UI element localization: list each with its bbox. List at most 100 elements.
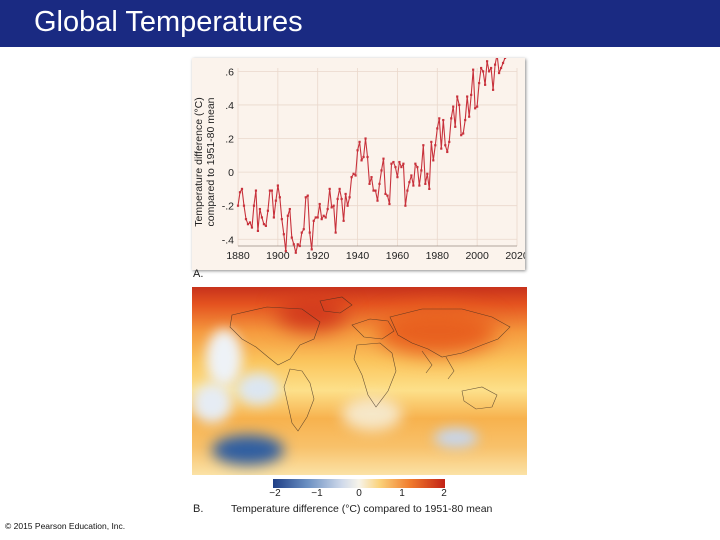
- data-point: [300, 231, 303, 234]
- data-point: [248, 221, 252, 224]
- data-point: [497, 71, 501, 75]
- continent-outlines: [229, 296, 511, 432]
- data-point: [466, 95, 469, 98]
- x-tick-label: 1920: [306, 250, 330, 262]
- data-point: [360, 159, 363, 162]
- data-point: [338, 187, 341, 191]
- data-point: [424, 182, 427, 185]
- y-tick-label: -.4: [222, 234, 234, 246]
- data-point: [442, 118, 445, 122]
- data-point: [493, 63, 497, 66]
- data-point: [380, 169, 383, 172]
- data-point: [376, 199, 379, 202]
- data-point: [324, 216, 327, 219]
- data-point: [476, 105, 479, 108]
- data-point: [396, 176, 399, 179]
- data-point: [242, 204, 246, 207]
- map-cold-region: [212, 435, 284, 465]
- data-point: [262, 223, 266, 226]
- data-point: [290, 236, 293, 239]
- data-point: [298, 244, 301, 248]
- data-point: [254, 189, 258, 192]
- data-point: [491, 88, 495, 91]
- map-cool-region: [206, 329, 242, 387]
- data-point: [296, 243, 299, 246]
- data-point: [344, 192, 347, 196]
- data-point: [392, 160, 395, 164]
- data-point: [312, 219, 315, 222]
- data-point: [294, 251, 297, 254]
- data-point: [352, 172, 355, 175]
- data-point: [438, 117, 441, 120]
- data-point: [398, 160, 401, 164]
- data-point: [444, 144, 447, 147]
- x-tick-label: 1940: [346, 250, 370, 262]
- data-point: [374, 189, 377, 192]
- data-point: [292, 243, 295, 246]
- data-point: [434, 144, 437, 147]
- data-point: [274, 199, 277, 202]
- data-point: [270, 189, 273, 192]
- y-tick-label: -.2: [222, 201, 234, 213]
- data-point: [280, 218, 283, 221]
- data-point: [501, 61, 505, 65]
- data-point: [460, 134, 463, 137]
- slide-title: Global Temperatures: [34, 6, 303, 38]
- data-point: [410, 174, 413, 177]
- map-cool-region: [434, 428, 478, 448]
- data-point: [288, 207, 291, 211]
- data-point: [432, 159, 435, 162]
- map-cool-region: [237, 373, 279, 405]
- x-tick-label: 1900: [266, 250, 290, 262]
- x-tick-label: 1980: [426, 250, 450, 262]
- data-point: [426, 172, 429, 175]
- y-axis-label-line: compared to 1951-80 mean: [205, 97, 217, 226]
- data-point: [348, 196, 351, 199]
- data-point: [322, 214, 325, 217]
- data-point: [354, 174, 357, 177]
- data-point: [503, 56, 507, 60]
- data-point: [358, 140, 361, 143]
- data-point: [238, 191, 242, 194]
- data-point: [456, 95, 459, 98]
- x-tick-label: 2000: [465, 250, 489, 262]
- data-point: [448, 140, 451, 143]
- data-point: [340, 197, 343, 201]
- data-point: [266, 209, 269, 212]
- data-point: [482, 70, 485, 73]
- data-point: [256, 229, 260, 232]
- data-point: [428, 187, 431, 191]
- data-point: [422, 144, 425, 147]
- data-point: [384, 192, 387, 196]
- data-point: [260, 216, 264, 219]
- y-tick-label: .6: [225, 66, 234, 78]
- data-point: [489, 66, 493, 70]
- colorbar: [273, 479, 445, 488]
- copyright-notice: © 2015 Pearson Education, Inc.: [5, 521, 126, 531]
- data-point: [328, 187, 331, 191]
- data-point: [408, 181, 411, 184]
- data-point: [480, 66, 483, 70]
- data-point: [316, 216, 319, 219]
- x-tick-label: 1880: [226, 250, 250, 262]
- data-point: [464, 118, 467, 122]
- data-point: [386, 194, 389, 197]
- temperature-anomaly-map: [192, 287, 527, 475]
- data-point: [336, 197, 339, 201]
- data-point: [420, 169, 423, 172]
- data-point: [462, 132, 465, 135]
- x-tick-label: 2020: [505, 250, 525, 262]
- data-point: [430, 140, 433, 143]
- data-point: [276, 184, 279, 187]
- colorbar-tick: −2: [269, 488, 281, 499]
- data-point: [468, 115, 471, 118]
- data-point: [388, 202, 391, 206]
- data-point: [264, 224, 267, 227]
- data-point: [414, 162, 417, 165]
- data-point: [346, 204, 349, 207]
- data-point: [452, 105, 455, 108]
- title-bar: Global Temperatures: [0, 0, 720, 47]
- data-point: [250, 226, 254, 229]
- temperature-line-chart: 1880 1900 1920 1940 1960 1980 2000 2020 .6 .4 .2 0 -…: [193, 53, 529, 262]
- chart-axes: 1880 1900 1920 1940 1960 1980 2000 2020 .6 .4 .2 0 -…: [222, 66, 529, 262]
